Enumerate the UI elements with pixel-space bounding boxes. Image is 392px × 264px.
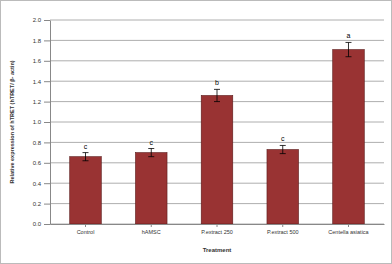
x-tick: P.extract 500 <box>267 224 299 235</box>
y-tick-mark <box>44 204 50 205</box>
y-tick-mark <box>44 20 50 21</box>
y-tick: 0.4 <box>33 181 50 187</box>
y-tick: 2.0 <box>33 17 50 23</box>
y-tick-label: 0.2 <box>33 201 42 207</box>
y-tick-label: 0.0 <box>33 221 42 227</box>
y-tick-mark <box>44 183 50 184</box>
x-axis: Control hAMSC P.extract 250 P.extract 500 Ce… <box>51 224 385 235</box>
grid-line <box>50 40 384 41</box>
bar <box>267 150 299 224</box>
error-stem <box>348 42 349 56</box>
y-tick-mark <box>44 122 50 123</box>
y-tick-label: 1.8 <box>33 38 42 44</box>
error-stem <box>151 149 152 157</box>
error-cap <box>83 152 89 153</box>
error-cap <box>83 160 89 161</box>
error-stem <box>85 153 86 161</box>
y-tick-label: 1.2 <box>33 99 42 105</box>
significance-letter: c <box>84 143 88 150</box>
bar <box>201 95 233 224</box>
y-tick: 0.6 <box>33 160 50 166</box>
grid <box>50 20 384 224</box>
error-stem <box>282 145 283 153</box>
y-tick: 0.8 <box>33 140 50 146</box>
error-cap <box>148 156 154 157</box>
y-tick-label: 1.6 <box>33 58 42 64</box>
x-tick: hAMSC <box>142 224 161 235</box>
error-bar <box>345 42 351 56</box>
y-tick-mark <box>44 61 50 62</box>
y-tick: 1.0 <box>33 119 50 125</box>
error-cap <box>280 153 286 154</box>
x-tick: Centella asiatica <box>328 224 369 235</box>
error-stem <box>217 89 218 101</box>
error-bar <box>214 89 220 101</box>
x-tick: P.extract 250 <box>201 224 233 235</box>
error-cap <box>148 148 154 149</box>
y-tick: 1.2 <box>33 99 50 105</box>
x-tick-mark <box>151 224 152 227</box>
y-tick-mark <box>44 81 50 82</box>
error-bar <box>83 153 89 161</box>
significance-letter: a <box>347 32 351 39</box>
error-cap <box>280 145 286 146</box>
y-tick-label: 0.8 <box>33 140 42 146</box>
y-tick-mark <box>44 102 50 103</box>
y-axis-line <box>50 21 51 225</box>
x-tick: Control <box>77 224 95 235</box>
y-tick: 1.8 <box>33 38 50 44</box>
y-tick: 1.4 <box>33 79 50 85</box>
y-tick-mark <box>44 163 50 164</box>
y-tick-label: 0.4 <box>33 181 42 187</box>
x-tick-label: P.extract 250 <box>201 229 233 235</box>
error-cap <box>214 89 220 90</box>
chart: 0.0 0.2 0.4 0.6 0.8 1.0 1.2 1.4 1.6 1.8 2.0 Control… <box>0 0 392 264</box>
y-tick-mark <box>44 224 50 225</box>
significance-letter: b <box>215 79 219 86</box>
bar <box>70 157 102 224</box>
error-bars <box>83 42 352 160</box>
plot-area <box>70 42 365 224</box>
y-axis-title: Relative expression of hTRET (hTRET/ β- … <box>9 60 15 183</box>
x-tick-mark <box>217 224 218 227</box>
x-tick-label: hAMSC <box>142 229 161 235</box>
error-cap <box>214 101 220 102</box>
y-tick-mark <box>44 142 50 143</box>
frame <box>1 1 392 264</box>
y-tick: 1.6 <box>33 58 50 64</box>
y-tick: 0.2 <box>33 201 50 207</box>
significance-letter: c <box>281 135 285 142</box>
x-tick-label: Control <box>77 229 95 235</box>
y-tick-label: 1.4 <box>33 79 42 85</box>
error-cap <box>345 42 351 43</box>
error-cap <box>345 56 351 57</box>
x-tick-label: Centella asiatica <box>328 229 369 235</box>
significance-letter: c <box>150 139 154 146</box>
error-bar <box>148 149 154 157</box>
x-tick-label: P.extract 500 <box>267 229 299 235</box>
y-tick: 0.0 <box>33 221 50 227</box>
x-axis-title: Treatment <box>203 247 232 253</box>
y-tick-label: 0.6 <box>33 160 42 166</box>
annotations: c c b c a <box>84 32 351 149</box>
y-tick-mark <box>44 40 50 41</box>
y-tick-label: 2.0 <box>33 17 42 23</box>
y-axis: 0.0 0.2 0.4 0.6 0.8 1.0 1.2 1.4 1.6 1.8 2.0 <box>33 17 51 227</box>
x-tick-mark <box>85 224 86 227</box>
error-bar <box>280 145 286 153</box>
bar <box>135 153 167 224</box>
bar <box>333 50 365 224</box>
grid-line <box>50 20 384 21</box>
x-tick-mark <box>348 224 349 227</box>
x-tick-mark <box>282 224 283 227</box>
y-tick-label: 1.0 <box>33 119 42 125</box>
